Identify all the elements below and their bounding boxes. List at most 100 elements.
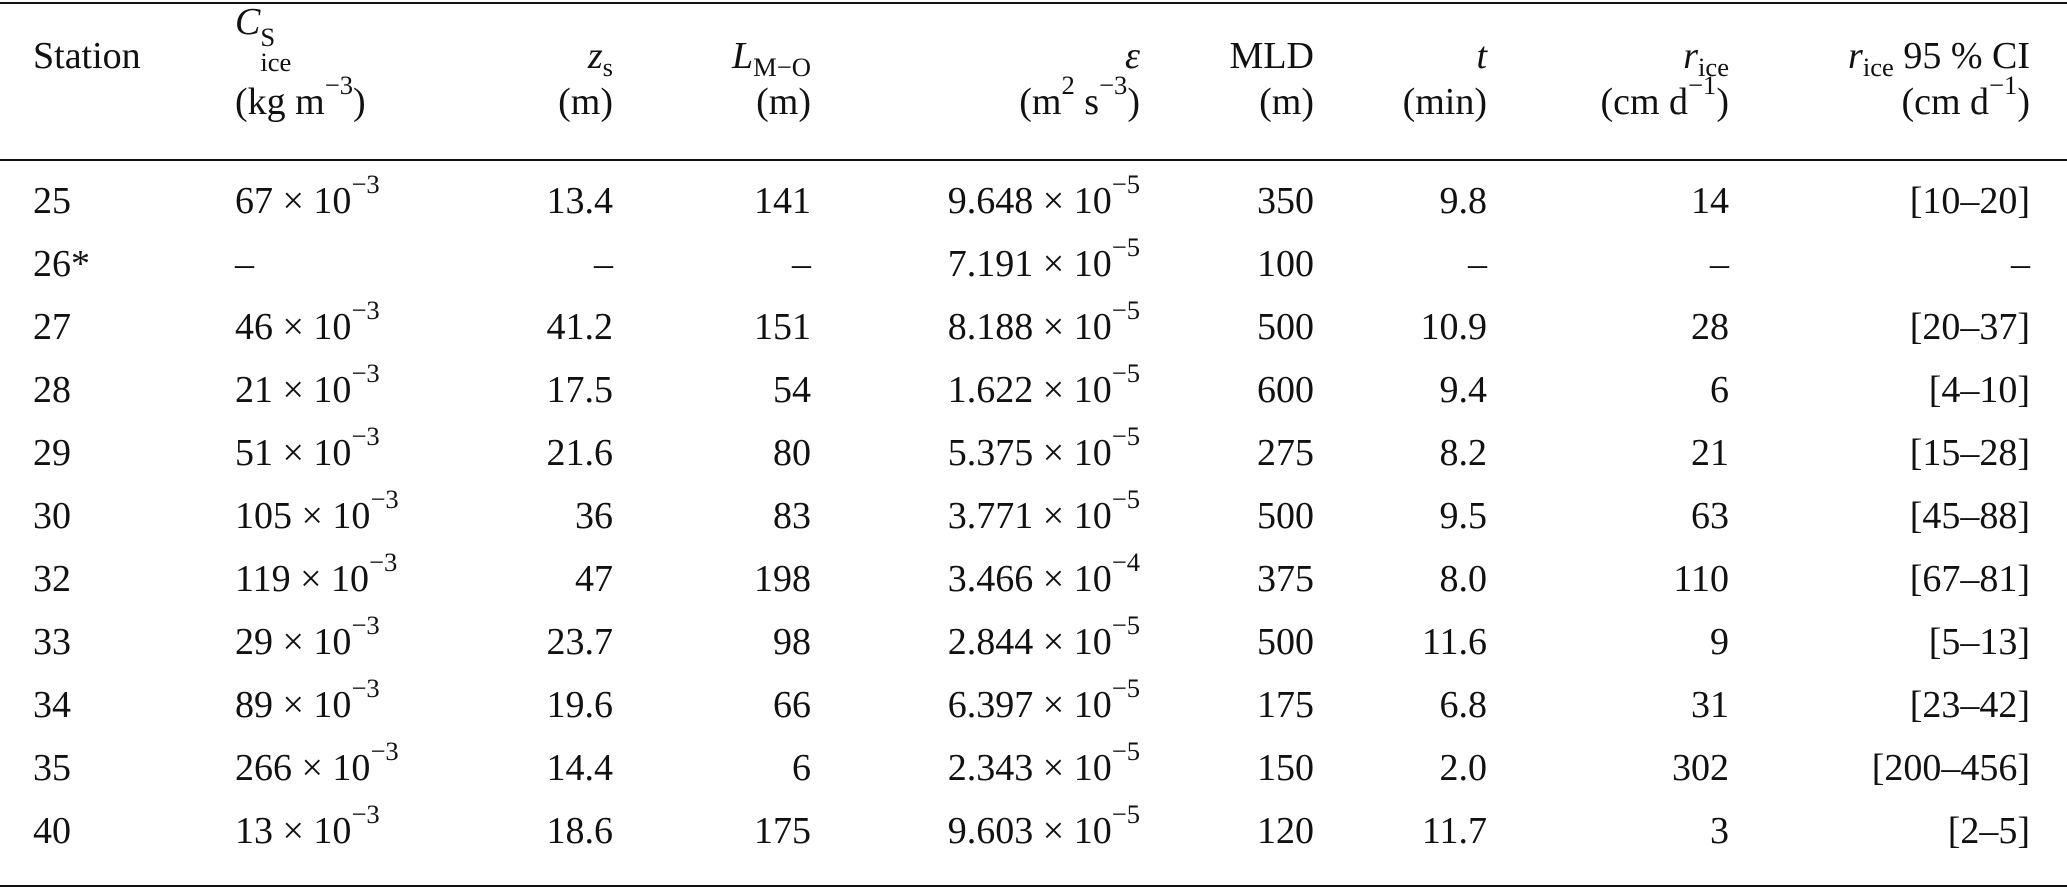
- table-cell: 2.343 × 10−5: [811, 736, 1140, 799]
- cell-text: 2.844 × 10: [947, 620, 1112, 663]
- cell-text: 29 × 10: [235, 620, 352, 663]
- cell-text: 119 × 10: [235, 557, 370, 600]
- cell-text: 13 × 10: [235, 809, 352, 852]
- table-cell: 21: [1691, 431, 1729, 474]
- table-cell: [23–42]: [1909, 683, 2030, 726]
- cell-text: 3.466 × 10: [947, 557, 1112, 600]
- cell-text: ): [1127, 81, 1140, 124]
- table-cell: 80: [773, 431, 811, 474]
- table-cell: 302: [1672, 746, 1729, 789]
- cell-text: (cm d: [1600, 81, 1689, 124]
- superscript: −1: [1989, 70, 2018, 101]
- bottom-rule: [0, 885, 2067, 887]
- table-cell: 110: [1673, 557, 1729, 600]
- superscript: −3: [370, 484, 399, 515]
- table-cell: [200–456]: [1871, 746, 2030, 789]
- header-cell: Station: [0, 3, 235, 75]
- table-row: 25 67 × 10−3 13.4 141 9.648 × 10−5 350 9.8 14 [1…: [0, 169, 2067, 232]
- cell-text: (cm d: [1901, 81, 1990, 124]
- superscript: −4: [1111, 547, 1140, 578]
- table-cell: 29 × 10−3: [235, 610, 500, 673]
- subscript: ice: [1862, 52, 1894, 83]
- table-cell: –: [792, 242, 811, 285]
- superscript: −3: [351, 673, 380, 704]
- cell-text: 8.188 × 10: [947, 305, 1112, 348]
- spacer-cell: [0, 153, 2067, 169]
- table-cell: 32: [33, 557, 71, 600]
- header-cell: (cm d−1): [1729, 72, 2067, 153]
- cell-text: 89 × 10: [235, 683, 352, 726]
- table-cell: 266 × 10−3: [235, 736, 500, 799]
- cell-text: 1.622 × 10: [947, 368, 1112, 411]
- cell-text: 9.648 × 10: [947, 179, 1112, 222]
- table-row: 33 29 × 10−3 23.7 98 2.844 × 10−5 500 11.6 9 [5–…: [0, 610, 2067, 673]
- table-cell: 14: [1691, 179, 1729, 222]
- header-cell: LM−O: [613, 3, 811, 80]
- table-cell: 8.2: [1439, 431, 1488, 474]
- table-cell: [20–37]: [1909, 305, 2030, 348]
- table-cell: 2.844 × 10−5: [811, 610, 1140, 673]
- top-rule: [0, 2, 2067, 4]
- table-cell: 30: [33, 494, 71, 537]
- table-row: 27 46 × 10−3 41.2 151 8.188 × 10−5 500 10.9 28[…: [0, 295, 2067, 358]
- table-cell: 8.0: [1439, 557, 1488, 600]
- table-cell: 9.603 × 10−5: [811, 799, 1140, 862]
- cell-text: 7.191 × 10: [947, 242, 1112, 285]
- header-row: (kg m−3) (m) (m) (m2 s−3) (m) (min) (cm d−1) (c…: [0, 72, 2067, 153]
- table-cell: 100: [1257, 242, 1314, 285]
- table-cell: –: [594, 242, 613, 285]
- table-cell: 9.5: [1439, 494, 1488, 537]
- table-cell: [5–13]: [1928, 620, 2030, 663]
- cell-text: (min): [1402, 81, 1487, 124]
- table-cell: 27: [33, 305, 71, 348]
- table-row: 28 21 × 10−3 17.5 54 1.622 × 10−5 600 9.4 6 [4–1…: [0, 358, 2067, 421]
- table-cell: 5.375 × 10−5: [811, 421, 1140, 484]
- cell-text: 105 × 10: [235, 494, 371, 537]
- table-cell: 175: [754, 809, 811, 852]
- table-cell: 1.622 × 10−5: [811, 358, 1140, 421]
- table-cell: 120: [1257, 809, 1314, 852]
- table-cell: 105 × 10−3: [235, 484, 500, 547]
- table-cell: [45–88]: [1909, 494, 2030, 537]
- header-cell: zs: [500, 3, 613, 80]
- table-cell: [10–20]: [1909, 179, 2030, 222]
- table-cell: 7.191 × 10−5: [811, 232, 1140, 295]
- table-cell: 500: [1257, 305, 1314, 348]
- table-cell: 119 × 10−3: [235, 547, 500, 610]
- cell-text: ): [353, 81, 366, 124]
- header-cell: (m): [1140, 75, 1314, 153]
- cell-text: 46 × 10: [235, 305, 352, 348]
- table-cell: 600: [1257, 368, 1314, 411]
- table-cell: [67–81]: [1909, 557, 2030, 600]
- table-cell: 14.4: [546, 746, 614, 789]
- cell-text: 2.343 × 10: [947, 746, 1112, 789]
- header-cell: (min): [1314, 75, 1487, 153]
- table-cell: 17.5: [546, 368, 614, 411]
- table-cell: –: [1710, 242, 1729, 285]
- superscript: −5: [1111, 295, 1140, 326]
- cell-text: ): [2017, 81, 2030, 124]
- table-cell: 47: [575, 557, 613, 600]
- table-cell: 54: [773, 368, 811, 411]
- subscript: s: [602, 52, 613, 83]
- cell-text: (m): [558, 81, 613, 124]
- table-cell: 175: [1257, 683, 1314, 726]
- header-cell: MLD: [1140, 3, 1314, 75]
- table-cell: 9.8: [1439, 179, 1488, 222]
- table-cell: 34: [33, 683, 71, 726]
- cell-text: C: [235, 1, 261, 43]
- superscript: −5: [1111, 358, 1140, 389]
- table-cell: 13 × 10−3: [235, 799, 500, 862]
- superscript: 2: [1061, 70, 1075, 101]
- superscript: S: [260, 21, 276, 52]
- superscript: −5: [1111, 610, 1140, 641]
- cell-text: 266 × 10: [235, 746, 371, 789]
- superscript: −3: [351, 610, 380, 641]
- table-row: 35 266 × 10−3 14.4 6 2.343 × 10−5 150 2.0 302 [2…: [0, 736, 2067, 799]
- header-cell: rice 95 % CI: [1729, 3, 2067, 80]
- table-cell: 500: [1257, 620, 1314, 663]
- superscript: −3: [351, 421, 380, 452]
